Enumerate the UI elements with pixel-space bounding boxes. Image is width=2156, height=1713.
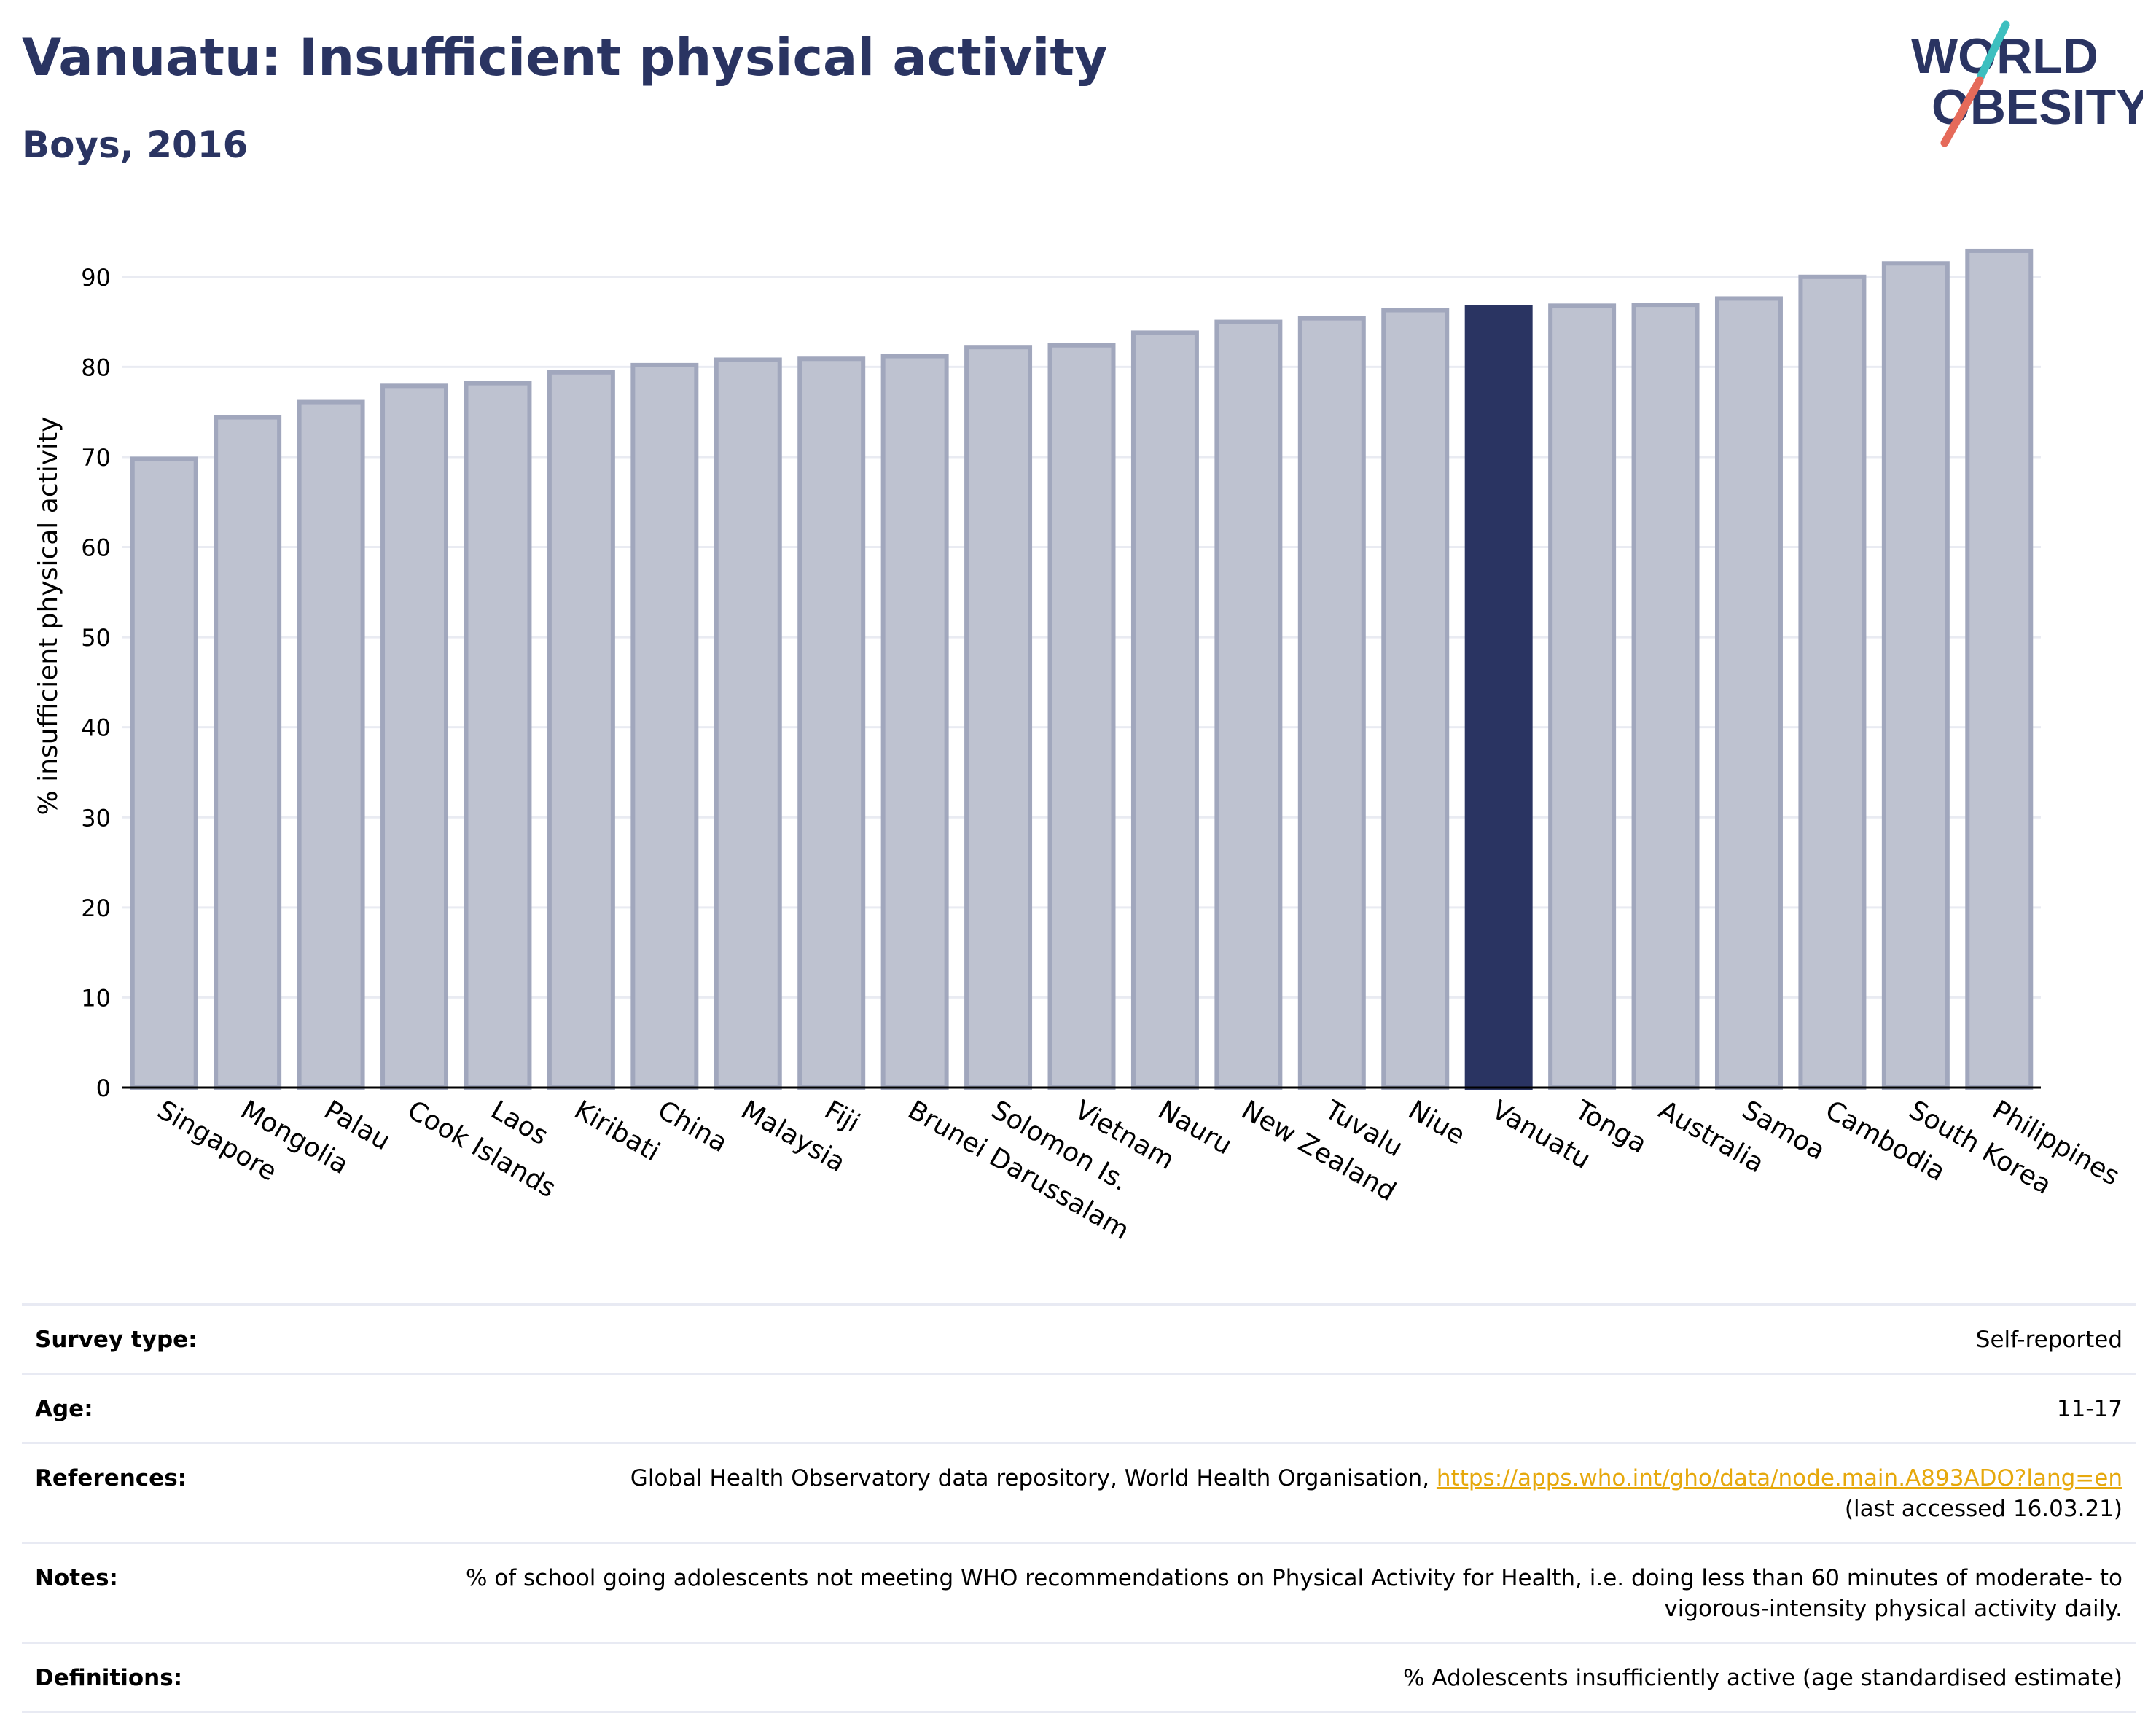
y-tick-label: 40 <box>81 714 111 742</box>
y-tick-label: 0 <box>96 1074 111 1102</box>
world-obesity-logo: WORLD OBESITY <box>1911 20 2143 147</box>
bar-china <box>630 362 699 1090</box>
meta-label: Notes: <box>35 1565 118 1591</box>
bar-australia <box>1631 303 1700 1090</box>
bar-philippines <box>1965 248 2034 1090</box>
bar-vietnam <box>1047 343 1116 1090</box>
meta-value: 11-17 <box>2056 1396 2122 1422</box>
logo-accent-teal <box>1977 20 2010 80</box>
meta-value: Self-reported <box>1975 1327 2122 1353</box>
bar-singapore <box>130 456 198 1090</box>
bar-brunei-darussalam <box>880 354 949 1090</box>
bar-samoa <box>1714 296 1783 1090</box>
reference-link[interactable]: https://apps.who.int/gho/data/node.main.… <box>1436 1465 2122 1491</box>
meta-label: Definitions: <box>35 1665 183 1691</box>
meta-value: Global Health Observatory data repositor… <box>630 1463 2122 1524</box>
bar-mongolia <box>214 415 282 1090</box>
bar-laos <box>464 381 532 1090</box>
meta-label: References: <box>35 1465 187 1491</box>
bar-cook-islands <box>380 383 449 1090</box>
bar-fiji <box>797 356 866 1090</box>
x-tick-label: Fiji <box>819 1095 864 1139</box>
page-title: Vanuatu: Insufficient physical activity <box>22 28 1108 87</box>
bar-nauru <box>1130 330 1199 1090</box>
meta-row-survey-type: Survey type: Self-reported <box>22 1303 2136 1373</box>
logo-line-world: WORLD <box>1911 28 2098 84</box>
y-tick-label: 80 <box>81 354 111 381</box>
chart-bars <box>130 248 2034 1090</box>
bar-new-zealand <box>1214 319 1283 1090</box>
chart-ticks: 0 10 20 30 40 50 60 70 80 90 <box>81 264 2041 1102</box>
y-tick-label: 70 <box>81 444 111 472</box>
bar-kiribati <box>547 370 615 1090</box>
bar-tonga <box>1548 303 1617 1090</box>
meta-value: % Adolescents insufficiently active (age… <box>1403 1665 2122 1691</box>
y-tick-label: 30 <box>81 804 111 832</box>
y-tick-label: 90 <box>81 264 111 292</box>
meta-row-notes: Notes: % of school going adolescents not… <box>22 1542 2136 1642</box>
meta-label: Survey type: <box>35 1327 198 1353</box>
metadata-table: Survey type: Self-reported Age: 11-17 Re… <box>22 1303 2136 1713</box>
meta-label: Age: <box>35 1396 93 1422</box>
bar-malaysia <box>714 357 782 1090</box>
bar-chart: 0 10 20 30 40 50 60 70 80 90 SingaporeMongoliaPal… <box>34 248 2125 1246</box>
y-axis-label: % insufficient physical activity <box>34 417 63 816</box>
bar-solomon-is <box>964 345 1033 1090</box>
x-tick-label: Kiribati <box>569 1095 665 1167</box>
y-tick-label: 10 <box>81 984 111 1012</box>
reference-accessed: (last accessed 16.03.21) <box>1844 1496 2122 1522</box>
reference-text: Global Health Observatory data repositor… <box>630 1465 1437 1491</box>
meta-row-definitions: Definitions: % Adolescents insufficientl… <box>22 1642 2136 1713</box>
bar-palau <box>297 399 365 1090</box>
y-tick-label: 50 <box>81 624 111 652</box>
logo-accent-coral <box>1940 76 1984 147</box>
bar-south-korea <box>1881 261 1950 1090</box>
page-subtitle: Boys, 2016 <box>22 124 249 166</box>
bar-vanuatu <box>1464 305 1533 1090</box>
bar-niue <box>1381 308 1450 1090</box>
y-tick-label: 60 <box>81 534 111 562</box>
bar-tuvalu <box>1297 316 1366 1090</box>
y-tick-label: 20 <box>81 894 111 922</box>
meta-row-references: References: Global Health Observatory da… <box>22 1442 2136 1542</box>
meta-row-age: Age: 11-17 <box>22 1373 2136 1442</box>
x-tick-label: China <box>652 1095 733 1158</box>
x-tick-label: Niue <box>1403 1095 1469 1150</box>
bar-cambodia <box>1798 274 1867 1090</box>
meta-value: % of school going adolescents not meetin… <box>465 1565 2122 1622</box>
